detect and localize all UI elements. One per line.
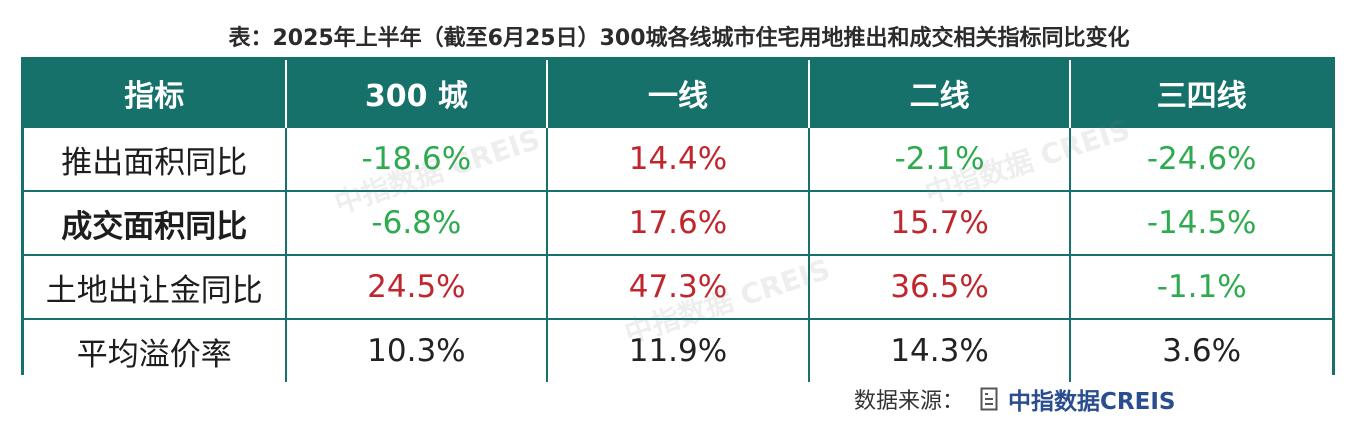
cell-tier2: -2.1% (807, 126, 1071, 191)
table-row: 推出面积同比 -18.6% 14.4% -2.1% -24.6% (24, 126, 1332, 191)
source-label: 数据来源： (854, 389, 965, 414)
header-tier1: 一线 (546, 60, 809, 127)
header-indicator: 指标 (24, 60, 286, 127)
page-title: 表：2025年上半年（截至6月25日）300城各线城市住宅用地推出和成交相关指标… (228, 26, 1130, 51)
data-source: 数据来源： 中指数据CREIS (854, 382, 1175, 416)
table-header-row: 指标 300 城 一线 二线 三四线 (24, 60, 1332, 127)
cell-tier2: 14.3% (807, 318, 1071, 382)
cell-300-cities: 10.3% (284, 318, 548, 382)
table-row: 平均溢价率 10.3% 11.9% 14.3% 3.6% (24, 318, 1332, 382)
cell-tier2: 36.5% (807, 254, 1071, 319)
header-300-cities: 300 城 (284, 60, 548, 127)
cell-tier1: 17.6% (546, 190, 809, 255)
cell-tier1: 47.3% (546, 254, 809, 319)
document-icon (980, 387, 998, 411)
cell-tier3-4: -1.1% (1069, 254, 1332, 319)
cell-tier2: 15.7% (807, 190, 1071, 255)
row-label: 成交面积同比 (24, 190, 286, 255)
row-label: 平均溢价率 (24, 318, 286, 382)
header-tier3-4: 三四线 (1069, 60, 1332, 127)
source-brand: 中指数据CREIS (1008, 389, 1176, 415)
cell-tier1: 11.9% (546, 318, 809, 382)
indicator-table-container: 指标 300 城 一线 二线 三四线 推出面积同比 -18.6% 14.4% -… (21, 57, 1335, 382)
header-tier2: 二线 (807, 60, 1071, 127)
cell-300-cities: -18.6% (284, 126, 548, 191)
cell-300-cities: 24.5% (284, 254, 548, 319)
cell-tier3-4: -24.6% (1069, 126, 1332, 191)
indicator-table: 指标 300 城 一线 二线 三四线 推出面积同比 -18.6% 14.4% -… (24, 60, 1332, 382)
table-row: 成交面积同比 -6.8% 17.6% 15.7% -14.5% (24, 190, 1332, 255)
row-label: 推出面积同比 (24, 126, 286, 191)
cell-tier3-4: 3.6% (1069, 318, 1332, 382)
row-label: 土地出让金同比 (24, 254, 286, 319)
cell-tier3-4: -14.5% (1069, 190, 1332, 255)
cell-300-cities: -6.8% (284, 190, 548, 255)
table-row: 土地出让金同比 24.5% 47.3% 36.5% -1.1% (24, 254, 1332, 319)
cell-tier1: 14.4% (546, 126, 809, 191)
